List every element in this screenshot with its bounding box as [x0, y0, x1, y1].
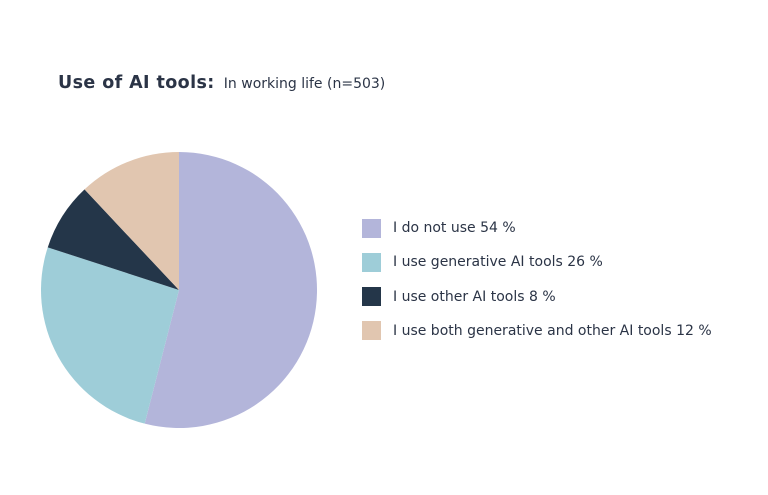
legend-label: I do not use 54 %	[393, 220, 516, 236]
chart-title: Use of AI tools:	[58, 73, 215, 93]
legend-item-other: I use other AI tools 8 %	[362, 287, 712, 307]
pie-slice-other	[47, 189, 179, 290]
legend-swatch	[362, 321, 381, 341]
pie-slice-not-use	[144, 152, 318, 428]
chart-legend: I do not use 54 % I use generative AI to…	[362, 218, 712, 355]
chart-title-block: Use of AI tools: In working life (n=503)	[58, 73, 385, 93]
legend-label: I use generative AI tools 26 %	[393, 254, 603, 271]
legend-swatch	[362, 287, 381, 307]
chart-subtitle: In working life (n=503)	[223, 76, 386, 92]
pie-slice-generative	[40, 247, 179, 424]
legend-item-both: I use both generative and other AI tools…	[362, 321, 712, 341]
legend-label: I use both generative and other AI tools…	[393, 322, 712, 339]
legend-label: I use other AI tools 8 %	[393, 288, 556, 305]
legend-item-not-use: I do not use 54 %	[362, 218, 712, 238]
legend-item-generative: I use generative AI tools 26 %	[362, 252, 712, 272]
legend-swatch	[362, 252, 381, 272]
pie-slice-both	[84, 152, 179, 290]
legend-swatch	[362, 218, 381, 238]
